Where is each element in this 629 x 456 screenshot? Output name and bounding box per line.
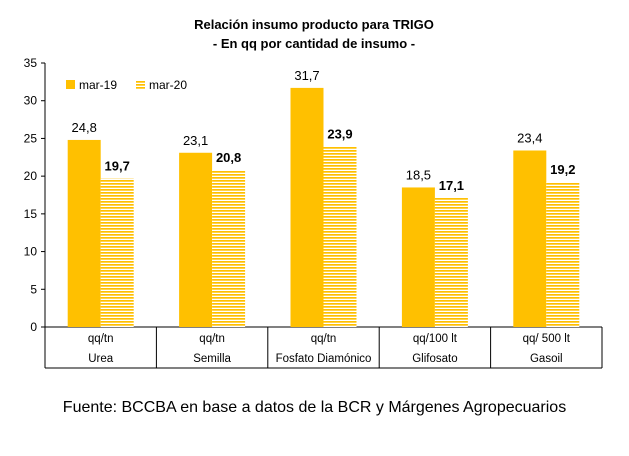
data-label: 23,4 <box>517 130 542 145</box>
legend: mar-19 mar-20 <box>66 78 187 92</box>
bar-mar-20-gasoil <box>546 182 580 327</box>
data-labels: 24,8 23,1 31,7 18,5 23,4 19,7 20,8 23,9 17,1 19,2 <box>72 68 576 193</box>
category-unit-label: qq/100 lt <box>413 333 458 345</box>
y-tick-label: 0 <box>30 320 37 334</box>
y-tick-label: 30 <box>24 94 38 108</box>
data-label: 19,7 <box>105 158 130 173</box>
category-label: Glifosato <box>412 353 457 365</box>
y-tick-label: 25 <box>24 131 38 145</box>
data-label: 23,9 <box>327 127 352 142</box>
bar-mar-20-glifosato <box>434 198 468 327</box>
data-label: 20,8 <box>216 150 241 165</box>
bar-mar-19-fosfato-diamónico <box>290 87 324 328</box>
bar-mar-19-urea <box>67 139 101 327</box>
bar-mar-20-fosfato-diamónico <box>323 146 357 327</box>
y-tick-label: 15 <box>24 207 38 221</box>
source-note: Fuente: BCCBA en base a datos de la BCR … <box>62 399 567 416</box>
category-unit-label: qq/tn <box>88 333 114 345</box>
data-label: 19,2 <box>550 162 575 177</box>
legend-label-mar-19: mar-19 <box>79 78 117 92</box>
y-tick-label: 10 <box>24 245 38 259</box>
chart-title: Relación insumo producto para TRIGO <box>194 17 434 32</box>
category-labels: qq/tn Urea qq/tn Semilla qq/tn Fosfato Diamón… <box>88 333 571 365</box>
y-tick-label: 5 <box>30 282 37 296</box>
data-label: 24,8 <box>72 120 97 135</box>
category-unit-label: qq/tn <box>199 333 225 345</box>
category-label: Gasoil <box>530 353 563 365</box>
legend-swatch-mar-19 <box>66 80 75 89</box>
chart-subtitle: - En qq por cantidad de insumo - <box>213 36 415 51</box>
legend-label-mar-20: mar-20 <box>149 78 187 92</box>
data-label: 18,5 <box>406 167 431 182</box>
data-label: 31,7 <box>294 68 319 83</box>
legend-swatch-mar-20 <box>136 80 145 89</box>
bar-mar-20-urea <box>100 178 134 327</box>
bar-mar-19-gasoil <box>513 150 547 327</box>
data-label: 23,1 <box>183 133 208 148</box>
category-unit-label: qq/tn <box>311 333 337 345</box>
category-label: Urea <box>88 353 114 365</box>
bar-chart: Relación insumo producto para TRIGO - En… <box>24 17 603 369</box>
bar-mar-20-semilla <box>212 170 246 327</box>
data-label: 17,1 <box>439 178 464 193</box>
category-label: Fosfato Diamónico <box>276 353 372 365</box>
bars <box>67 87 580 328</box>
y-tick-label: 35 <box>24 56 38 70</box>
category-unit-label: qq/ 500 lt <box>523 333 571 345</box>
category-label: Semilla <box>193 353 231 365</box>
bar-mar-19-semilla <box>179 152 213 327</box>
y-tick-label: 20 <box>24 169 38 183</box>
bar-mar-19-glifosato <box>401 187 435 327</box>
